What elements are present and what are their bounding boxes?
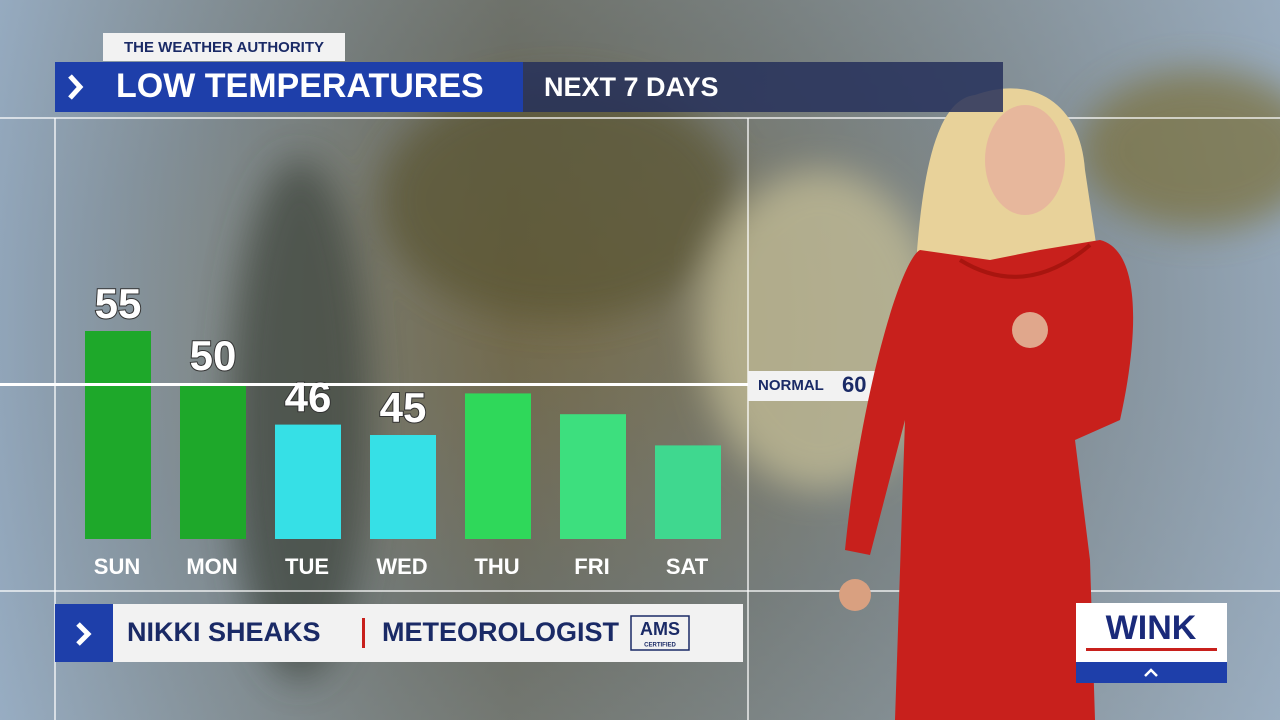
badge-sub: CERTIFIED [644, 643, 676, 649]
x-tick-label: TUE [285, 554, 329, 579]
presenter-name: NIKKI SHEAKS [127, 617, 321, 647]
badge-box [630, 615, 690, 651]
chevron [76, 622, 92, 646]
divider [362, 618, 365, 648]
x-tick-label: THU [474, 554, 519, 579]
value-label: 50 [190, 332, 237, 379]
brand-box [103, 33, 345, 61]
value-label: 55 [95, 280, 142, 327]
value-label: 46 [285, 374, 332, 421]
title-bar [55, 62, 523, 112]
plot: 55 SUN 50 MON 46 TUE 45 WED THU FRI SAT [85, 279, 721, 579]
logo-chevron [1144, 668, 1158, 677]
value-label: 45 [380, 384, 427, 431]
normal-line [0, 383, 748, 386]
bar [560, 414, 626, 539]
logo: WINK [1106, 609, 1197, 647]
name-bar [113, 604, 743, 662]
bar [85, 331, 151, 539]
x-tick-label: MON [186, 554, 237, 579]
chart-title: LOW TEMPERATURES [116, 67, 484, 105]
logo-rule [1086, 648, 1217, 651]
x-tick-label: FRI [574, 554, 609, 579]
palm-blur [230, 70, 1280, 680]
x-tick-label: WED [376, 554, 427, 579]
presenter-role: METEOROLOGIST [382, 617, 620, 647]
bar [275, 424, 341, 539]
logo-bar [1076, 662, 1227, 683]
bar [180, 383, 246, 539]
bar [370, 435, 436, 539]
normal-label: NORMAL [758, 377, 824, 394]
bar [465, 393, 531, 539]
brand: THE WEATHER AUTHORITY [124, 39, 324, 56]
x-tick-label: SUN [94, 554, 140, 579]
bar [655, 445, 721, 539]
presenter [839, 88, 1134, 720]
chevron [68, 74, 84, 100]
badge: AMS [640, 619, 680, 639]
normal-tag [748, 371, 878, 401]
subtitle-bar [523, 62, 1003, 112]
x-tick-label: SAT [666, 554, 709, 579]
normal-value: 60 [842, 372, 866, 397]
chart-subtitle: NEXT 7 DAYS [544, 72, 719, 102]
